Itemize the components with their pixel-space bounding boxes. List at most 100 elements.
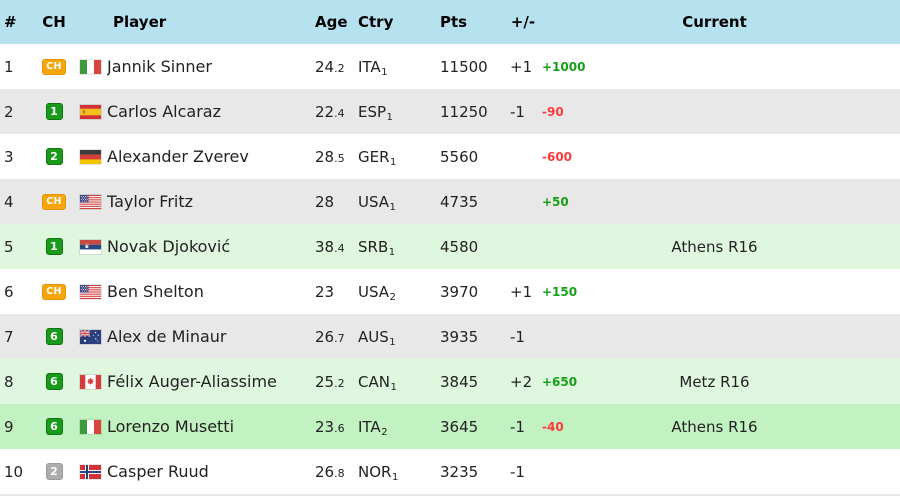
ranking-badge: CH <box>30 58 78 75</box>
header-plus-minus: +/- <box>510 13 536 31</box>
flag-germany-icon <box>80 149 101 164</box>
current-tournament-cell: Athens R16 <box>671 417 758 436</box>
rank-move-cell: -1 <box>510 327 525 346</box>
rank-move-cell: +2 <box>510 372 533 391</box>
points-change-cell: -40 <box>542 419 564 434</box>
player-cell: Novak Djoković <box>78 237 313 256</box>
points-change-cell: +50 <box>542 194 569 209</box>
table-row[interactable]: 9 6 Lorenzo Musetti 23.6 ITA2 3645 -1 -4… <box>0 404 900 449</box>
table-row[interactable]: 7 6 Alex de Minaur 26.7 AUS1 3935 -1 <box>0 314 900 359</box>
points-change-cell: +150 <box>542 284 578 299</box>
age-cell: 26.7 <box>315 327 345 346</box>
age-cell: 24.2 <box>315 57 345 76</box>
header-career-high: CH <box>42 13 66 31</box>
flag-usa-icon <box>80 284 101 299</box>
badge-label: CH <box>42 193 66 210</box>
header-points: Pts <box>440 13 468 31</box>
player-name[interactable]: Casper Ruud <box>107 462 209 481</box>
points-change-cell: -600 <box>542 149 573 164</box>
badge-label: 6 <box>45 418 63 435</box>
points-cell: 3970 <box>440 282 479 301</box>
points-cell: 11500 <box>440 57 488 76</box>
points-cell: 5560 <box>440 147 479 166</box>
ranking-badge: CH <box>30 283 78 300</box>
age-cell: 38.4 <box>315 237 345 256</box>
next-row-edge <box>0 494 900 496</box>
flag-australia-icon <box>80 329 101 344</box>
flag-spain-icon <box>80 104 101 119</box>
player-name[interactable]: Lorenzo Musetti <box>107 417 235 436</box>
badge-label: 6 <box>45 373 63 390</box>
table-row[interactable]: 5 1 Novak Djoković 38.4 SRB1 4580 Athens… <box>0 224 900 269</box>
table-row[interactable]: 6 CH Ben Shelton 23 USA2 3970 +1 +150 <box>0 269 900 314</box>
age-cell: 26.8 <box>315 462 345 481</box>
header-country: Ctry <box>358 13 394 31</box>
table-row[interactable]: 3 2 Alexander Zverev 28.5 GER1 5560 -600 <box>0 134 900 179</box>
ranking-badge: 6 <box>30 418 78 435</box>
rank-cell: 9 <box>4 417 14 436</box>
flag-canada-icon <box>80 374 101 389</box>
table-row[interactable]: 10 2 Casper Ruud 26.8 NOR1 3235 -1 <box>0 449 900 494</box>
points-cell: 4580 <box>440 237 479 256</box>
points-cell: 11250 <box>440 102 488 121</box>
header-age: Age <box>315 13 348 31</box>
badge-label: 2 <box>45 148 63 165</box>
points-change-cell: +650 <box>542 374 578 389</box>
rank-move-cell: +1 <box>510 282 533 301</box>
player-cell: Carlos Alcaraz <box>78 102 313 121</box>
country-cell: USA1 <box>358 192 396 213</box>
points-change-cell: +1000 <box>542 59 586 74</box>
points-cell: 3645 <box>440 417 479 436</box>
country-cell: ITA2 <box>358 417 388 438</box>
ranking-badge: CH <box>30 193 78 210</box>
age-cell: 28 <box>315 192 335 211</box>
rank-cell: 1 <box>4 57 14 76</box>
table-row[interactable]: 4 CH Taylor Fritz 28 USA1 4735 +50 <box>0 179 900 224</box>
table-row[interactable]: 1 CH Jannik Sinner 24.2 ITA1 11500 +1 +1… <box>0 44 900 89</box>
rank-move-cell: -1 <box>510 102 525 121</box>
player-cell: Casper Ruud <box>78 462 313 481</box>
player-cell: Félix Auger-Aliassime <box>78 372 313 391</box>
badge-label: 1 <box>45 103 63 120</box>
age-cell: 23 <box>315 282 335 301</box>
ranking-badge: 2 <box>30 148 78 165</box>
badge-label: 2 <box>45 463 63 480</box>
age-cell: 23.6 <box>315 417 345 436</box>
current-tournament-cell: Athens R16 <box>671 237 758 256</box>
points-cell: 3935 <box>440 327 479 346</box>
player-name[interactable]: Félix Auger-Aliassime <box>107 372 277 391</box>
header-rank: # <box>4 13 17 31</box>
table-row[interactable]: 8 6 Félix Auger-Aliassime 25.2 CAN1 3845… <box>0 359 900 404</box>
flag-serbia-icon <box>80 239 101 254</box>
rank-cell: 5 <box>4 237 14 256</box>
player-name[interactable]: Alexander Zverev <box>107 147 249 166</box>
player-name[interactable]: Jannik Sinner <box>107 57 212 76</box>
current-tournament-cell: Metz R16 <box>679 372 750 391</box>
country-cell: ITA1 <box>358 57 388 78</box>
rank-cell: 7 <box>4 327 14 346</box>
country-cell: GER1 <box>358 147 397 168</box>
player-name[interactable]: Novak Djoković <box>107 237 231 256</box>
badge-label: 1 <box>45 238 63 255</box>
rank-cell: 4 <box>4 192 14 211</box>
rank-move-cell: +1 <box>510 57 533 76</box>
ranking-badge: 1 <box>30 238 78 255</box>
ranking-badge: 2 <box>30 463 78 480</box>
country-cell: SRB1 <box>358 237 396 258</box>
table-row[interactable]: 2 1 Carlos Alcaraz 22.4 ESP1 11250 -1 -9… <box>0 89 900 134</box>
header-player: Player <box>113 13 167 31</box>
age-cell: 28.5 <box>315 147 345 166</box>
ranking-badge: 1 <box>30 103 78 120</box>
points-cell: 4735 <box>440 192 479 211</box>
player-name[interactable]: Ben Shelton <box>107 282 204 301</box>
player-name[interactable]: Carlos Alcaraz <box>107 102 221 121</box>
points-cell: 3235 <box>440 462 479 481</box>
player-name[interactable]: Alex de Minaur <box>107 327 227 346</box>
player-name[interactable]: Taylor Fritz <box>107 192 194 211</box>
player-cell: Alex de Minaur <box>78 327 313 346</box>
rank-cell: 10 <box>4 462 24 481</box>
rank-cell: 2 <box>4 102 14 121</box>
age-cell: 25.2 <box>315 372 345 391</box>
points-change-cell: -90 <box>542 104 564 119</box>
